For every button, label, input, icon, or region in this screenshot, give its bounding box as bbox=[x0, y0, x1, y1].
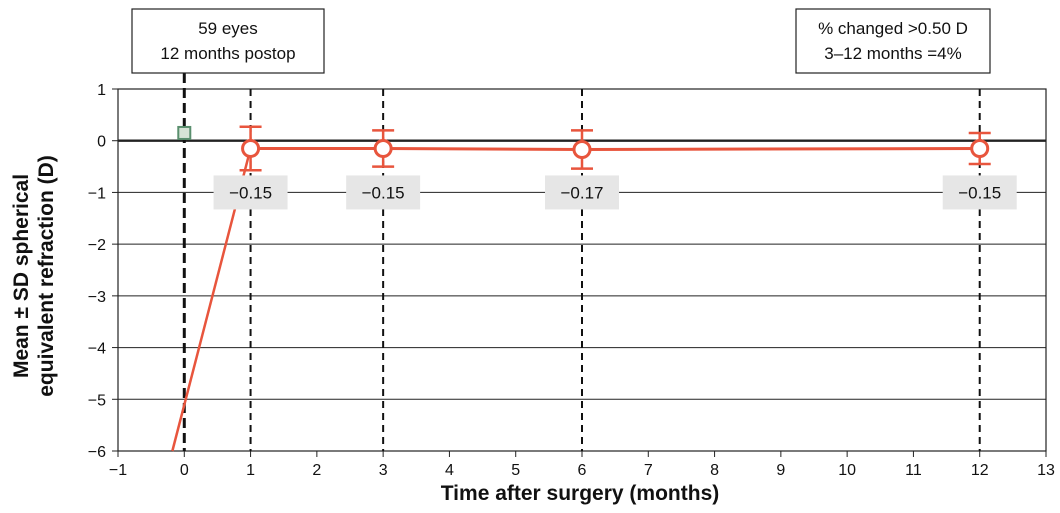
x-tick-label: 2 bbox=[312, 462, 321, 479]
data-label-box bbox=[213, 175, 288, 210]
data-point bbox=[970, 138, 990, 158]
x-tick-label: 0 bbox=[180, 462, 189, 479]
x-tick-label: 7 bbox=[644, 462, 653, 479]
x-tick-label: 8 bbox=[710, 462, 719, 479]
y-tick-label: −6 bbox=[88, 444, 106, 461]
data-label-box bbox=[545, 175, 619, 210]
data-point bbox=[373, 138, 393, 158]
data-point bbox=[241, 138, 261, 158]
annotation-box-change: % changed >0.50 D 3–12 months =4% bbox=[795, 8, 991, 74]
y-tick-label: −4 bbox=[88, 341, 106, 358]
x-tick-label: 12 bbox=[971, 462, 989, 479]
y-axis-title-line-2: equivalent refraction (D) bbox=[35, 155, 58, 397]
data-label-box bbox=[346, 175, 421, 210]
tick-labels: 10−1−2−3−4−5−6−1 0 1 2 3 4 5 6 7 8 9 10 11 12 13 bbox=[88, 82, 1055, 479]
annotation-sample-line-2: 12 months postop bbox=[160, 44, 295, 63]
x-tick-label: 4 bbox=[445, 462, 454, 479]
annotation-sample-line-1: 59 eyes bbox=[198, 19, 258, 38]
preop-marker bbox=[177, 125, 192, 140]
data-label: −0.17 bbox=[560, 183, 603, 202]
x-axis-title: Time after surgery (months) bbox=[441, 482, 720, 505]
y-tick-label: 0 bbox=[97, 134, 106, 151]
x-tick-label: −1 bbox=[109, 462, 127, 479]
data-labels: −0.15 −0.15 −0.17 −0.15 bbox=[213, 175, 1017, 210]
series-line bbox=[250, 146, 980, 152]
x-tick-label: 10 bbox=[838, 462, 856, 479]
x-tick-label: 9 bbox=[776, 462, 785, 479]
data-label: −0.15 bbox=[362, 183, 405, 202]
annotation-change-line-1: % changed >0.50 D bbox=[818, 19, 968, 38]
y-tick-label: −3 bbox=[88, 289, 106, 306]
annotation-box-sample: 59 eyes 12 months postop bbox=[131, 8, 325, 74]
x-tick-label: 13 bbox=[1037, 462, 1055, 479]
y-tick-label: −2 bbox=[88, 237, 106, 254]
y-axis-title-line-1: Mean ± SD spherical bbox=[10, 174, 33, 378]
data-label-box bbox=[942, 175, 1017, 210]
x-tick-label: 11 bbox=[905, 462, 922, 479]
x-tick-label: 1 bbox=[246, 462, 255, 479]
y-tick-label: −5 bbox=[88, 392, 106, 409]
data-label: −0.15 bbox=[958, 183, 1001, 202]
x-tick-label: 3 bbox=[379, 462, 388, 479]
data-label: −0.15 bbox=[229, 183, 272, 202]
x-tick-label: 5 bbox=[511, 462, 520, 479]
annotation-box-change-frame bbox=[795, 8, 991, 74]
y-axis-title: Mean ± SD spherical equivalent refractio… bbox=[10, 155, 58, 397]
x-tick-label: 6 bbox=[578, 462, 587, 479]
y-tick-label: −1 bbox=[88, 185, 106, 202]
y-tick-label: 1 bbox=[97, 82, 106, 99]
data-point bbox=[572, 140, 592, 160]
annotation-change-line-2: 3–12 months =4% bbox=[824, 44, 962, 63]
annotation-box-sample-frame bbox=[131, 8, 325, 74]
